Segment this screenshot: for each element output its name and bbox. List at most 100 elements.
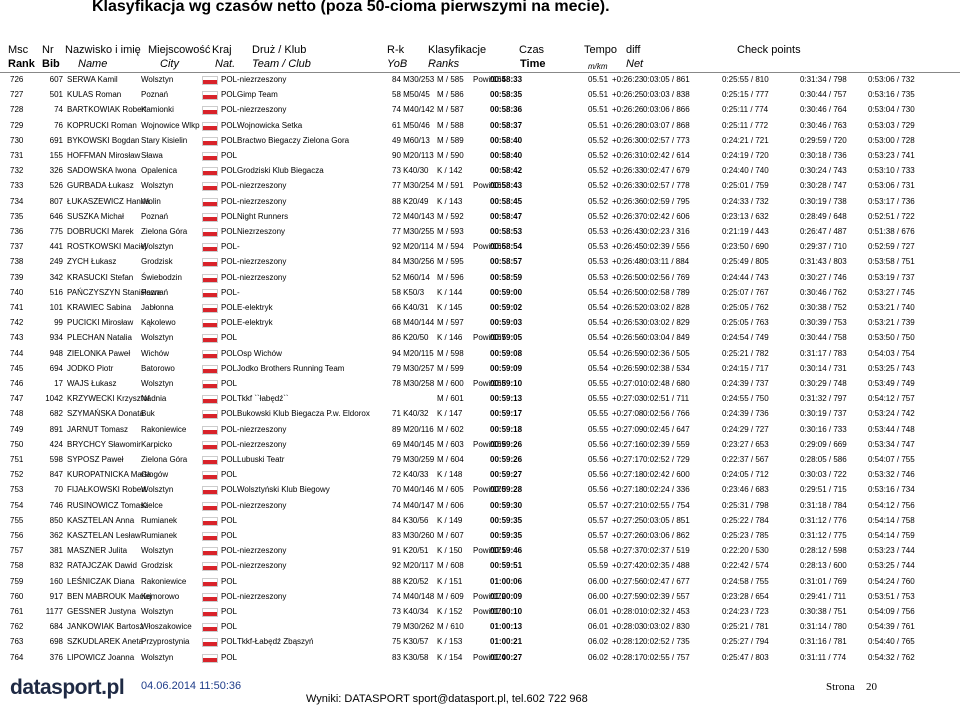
time: 00:58:35 — [490, 90, 523, 100]
rank: 760 — [10, 591, 24, 601]
name: ZYCH Łukasz — [67, 257, 117, 267]
checkpoint: 0:53:27 / 745 — [868, 287, 915, 297]
team: -niezrzeszony — [237, 561, 287, 571]
column-header: Miejscowość — [148, 44, 211, 56]
bib: 17 — [54, 379, 63, 388]
checkpoint: 0:30:19 / 738 — [800, 196, 847, 206]
pace: 05.56 — [588, 470, 609, 480]
bib: 832 — [49, 561, 63, 571]
diff: +0:26:33 — [612, 166, 644, 176]
diff: +0:27:03 — [612, 394, 644, 404]
yob-category: 49 M60/13 — [392, 135, 430, 145]
checkpoint: 0:30:46 / 762 — [800, 287, 847, 297]
city: Zielona Góra — [141, 227, 188, 236]
bib: 691 — [49, 135, 63, 145]
checkpoint: 0:02:56 / 769 — [643, 272, 690, 282]
name: HOFFMAN Mirosław — [67, 151, 141, 160]
checkpoint: 0:53:03 / 729 — [868, 120, 915, 130]
checkpoint: 0:53:04 / 730 — [868, 105, 915, 115]
flag — [202, 653, 218, 663]
flag — [202, 364, 218, 374]
rank: 740 — [10, 287, 24, 297]
gender-rank: K / 146 — [437, 333, 463, 343]
diff: +0:28:17 — [612, 652, 644, 662]
diff: +0:28:01 — [612, 607, 644, 616]
pace: 05.57 — [588, 515, 609, 525]
diff: +0:27:17 — [612, 455, 644, 464]
team: Grodziski Klub Biegacza — [237, 166, 324, 176]
yob-category: 61 M50/46 — [392, 120, 430, 130]
column-subheader: Team / Club — [252, 58, 311, 70]
team: Bukowski Klub Biegacza P.w. Eldorox — [237, 409, 370, 419]
checkpoint: 0:03:07 / 868 — [643, 120, 690, 130]
checkpoint: 0:28:49 / 648 — [800, 211, 847, 221]
gender-rank: K / 150 — [437, 546, 463, 556]
pace: 06.00 — [588, 591, 609, 601]
nat: POL — [221, 227, 238, 236]
flag — [202, 152, 218, 161]
pace: 05.53 — [588, 257, 609, 267]
pace: 05.56 — [588, 455, 609, 464]
gender-rank: K / 147 — [437, 409, 463, 419]
logo: datasport.pl — [10, 676, 125, 699]
name: PAŃCZYSZYN Stanisława — [67, 287, 162, 297]
yob-category: 92 M20/117 — [392, 561, 434, 571]
nat: POL — [221, 652, 238, 662]
team: Wojnowicka Setka — [237, 120, 303, 130]
column-header: Check points — [737, 44, 801, 56]
time: 00:59:10 — [490, 379, 523, 388]
team: - — [237, 242, 240, 252]
name: WAJS Łukasz — [67, 379, 117, 388]
rank: 730 — [10, 135, 24, 145]
checkpoint: 0:02:48 / 680 — [643, 379, 690, 388]
time: 00:59:51 — [490, 561, 523, 571]
bib: 694 — [49, 363, 63, 373]
checkpoint: 0:03:06 / 862 — [643, 531, 690, 540]
gender-rank: M / 600 — [437, 379, 464, 388]
bib: 326 — [49, 166, 63, 176]
checkpoint: 0:28:13 / 600 — [800, 561, 847, 571]
nat: POL — [221, 576, 238, 586]
gender-rank: M / 586 — [437, 90, 464, 100]
checkpoint: 0:24:05 / 712 — [722, 470, 769, 480]
bib: 891 — [49, 424, 63, 434]
checkpoint: 0:54:03 / 754 — [868, 348, 915, 358]
checkpoint: 0:02:35 / 488 — [643, 561, 690, 571]
rank: 747 — [10, 394, 24, 404]
diff: +0:26:37 — [612, 211, 644, 221]
bib: 516 — [49, 287, 63, 297]
checkpoint: 0:26:47 / 487 — [800, 227, 847, 236]
flag — [202, 532, 218, 541]
name: DOBRUCKI Marek — [67, 227, 134, 236]
team: -niezrzeszony — [237, 272, 287, 282]
city: Wojnowice Wlkp — [141, 120, 200, 130]
bib: 607 — [49, 75, 63, 84]
rank: 727 — [10, 90, 24, 100]
flag — [202, 197, 218, 207]
checkpoint: 0:53:10 / 733 — [868, 166, 915, 176]
name: KASZTELAN Lesław — [67, 531, 141, 540]
checkpoint: 0:30:28 / 747 — [800, 181, 847, 191]
rank: 754 — [10, 500, 24, 510]
city: Poznań — [141, 90, 169, 100]
checkpoint: 0:25:31 / 798 — [722, 500, 769, 510]
bib: 249 — [49, 257, 63, 267]
checkpoint: 0:54:14 / 758 — [868, 515, 915, 525]
checkpoint: 0:30:27 / 746 — [800, 272, 847, 282]
ranks: Powi/165 — [473, 181, 506, 191]
rank: 759 — [10, 576, 24, 586]
gender-rank: K / 151 — [437, 576, 463, 586]
flag — [202, 486, 218, 496]
checkpoint: 0:30:24 / 743 — [800, 166, 847, 176]
flag — [202, 91, 218, 101]
city: Zielona Góra — [141, 455, 188, 464]
pace: 05.54 — [588, 287, 609, 297]
checkpoint: 0:53:24 / 742 — [868, 409, 915, 419]
ranks: Powi/164 — [473, 75, 506, 84]
yob-category: 72 M40/143 — [392, 211, 435, 221]
checkpoint: 0:02:38 / 534 — [643, 363, 690, 373]
rank: 745 — [10, 363, 24, 373]
checkpoint: 0:24:33 / 732 — [722, 196, 769, 206]
gender-rank: M / 593 — [437, 227, 464, 236]
pace: 05.56 — [588, 485, 609, 495]
